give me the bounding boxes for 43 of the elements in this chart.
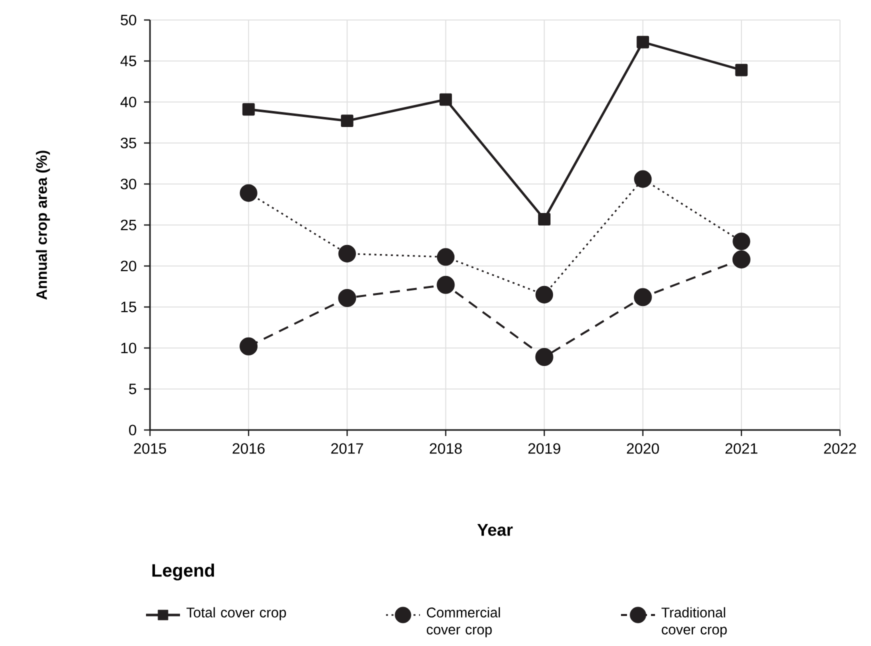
- point: [634, 288, 652, 306]
- x-tick-label: 2017: [331, 443, 364, 454]
- legend-label: Commercial cover crop: [426, 607, 500, 638]
- point: [240, 337, 258, 356]
- point: [436, 276, 455, 294]
- point: [732, 250, 750, 268]
- y-tick-label: 5: [129, 384, 136, 394]
- y-tick-label: 0: [129, 424, 136, 436]
- point: [735, 64, 748, 76]
- x-tick-label: 2019: [528, 443, 560, 454]
- x-tick-label: 2016: [232, 443, 265, 454]
- x-tick-label: 2020: [626, 443, 659, 454]
- point: [440, 93, 452, 106]
- x-axis-title: Year: [477, 524, 513, 536]
- y-tick-label: 35: [120, 138, 136, 148]
- point: [538, 213, 550, 226]
- y-tick-label: 45: [120, 56, 136, 66]
- legend-label: Traditional cover crop: [662, 607, 727, 638]
- y-tick-label: 40: [120, 96, 136, 108]
- x-tick-label: 2015: [134, 443, 166, 454]
- x-tick-label: 2021: [726, 443, 758, 454]
- point: [535, 286, 554, 304]
- y-tick-label: 25: [120, 220, 136, 230]
- y-tick-label: 30: [120, 178, 136, 190]
- point: [634, 170, 652, 188]
- point: [732, 232, 750, 250]
- x-tick-label: 2022: [824, 443, 856, 454]
- point: [340, 114, 354, 128]
- point: [535, 348, 554, 366]
- point: [436, 248, 455, 266]
- y-axis-title: Annual crop area (%): [36, 150, 50, 300]
- x-tick-label: 2018: [430, 443, 462, 454]
- y-tick-label: 10: [121, 342, 136, 354]
- point: [240, 184, 258, 202]
- point: [636, 36, 650, 48]
- point: [242, 103, 255, 116]
- point: [338, 288, 356, 307]
- y-tick-label: 50: [120, 14, 136, 26]
- y-tick-label: 15: [121, 302, 136, 312]
- point: [338, 244, 356, 262]
- legend-title: Legend: [152, 564, 214, 580]
- legend-label: Total cover crop: [186, 607, 286, 620]
- y-tick-label: 20: [120, 260, 136, 272]
